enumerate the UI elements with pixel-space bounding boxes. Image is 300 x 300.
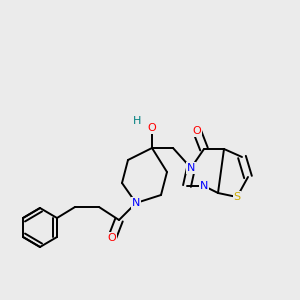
Text: O: O — [193, 126, 201, 136]
Text: S: S — [233, 192, 241, 202]
Text: N: N — [187, 163, 195, 173]
Text: O: O — [108, 233, 116, 243]
Text: N: N — [132, 198, 140, 208]
Text: N: N — [200, 181, 208, 191]
Text: H: H — [133, 116, 141, 126]
Text: O: O — [148, 123, 156, 133]
